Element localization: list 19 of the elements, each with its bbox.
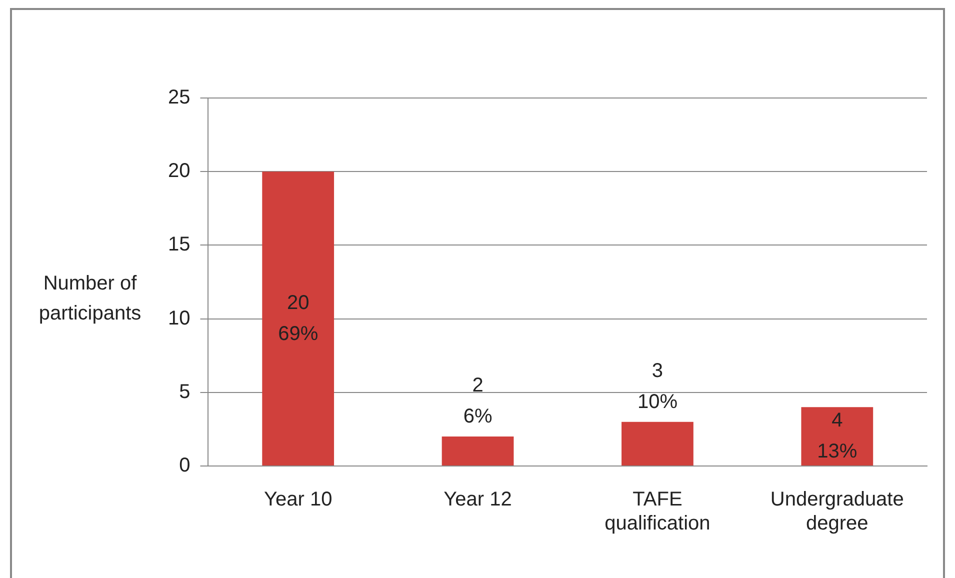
bar	[622, 422, 694, 466]
data-label: 4 13%	[817, 410, 858, 463]
bar	[262, 172, 334, 466]
x-tick-label: Undergraduate degree	[770, 488, 904, 535]
y-axis-title: Number of participants	[38, 272, 142, 325]
x-tick-label: Year 10	[264, 488, 332, 511]
x-tick-label: TAFE qualification	[604, 488, 710, 535]
y-tick-label: 25	[168, 86, 190, 109]
bar	[442, 436, 514, 466]
x-tick-label: Year 12	[444, 488, 512, 511]
data-label: 20 69%	[278, 292, 318, 345]
y-tick-label: 5	[179, 380, 190, 403]
y-tick-label: 15	[168, 234, 190, 256]
bar	[801, 407, 874, 466]
y-tick-label: 0	[179, 454, 190, 477]
y-tick-label: 10	[168, 307, 190, 330]
y-tick-label: 20	[168, 160, 190, 182]
data-label: 2 6%	[463, 374, 492, 428]
data-label: 3 10%	[637, 360, 678, 413]
